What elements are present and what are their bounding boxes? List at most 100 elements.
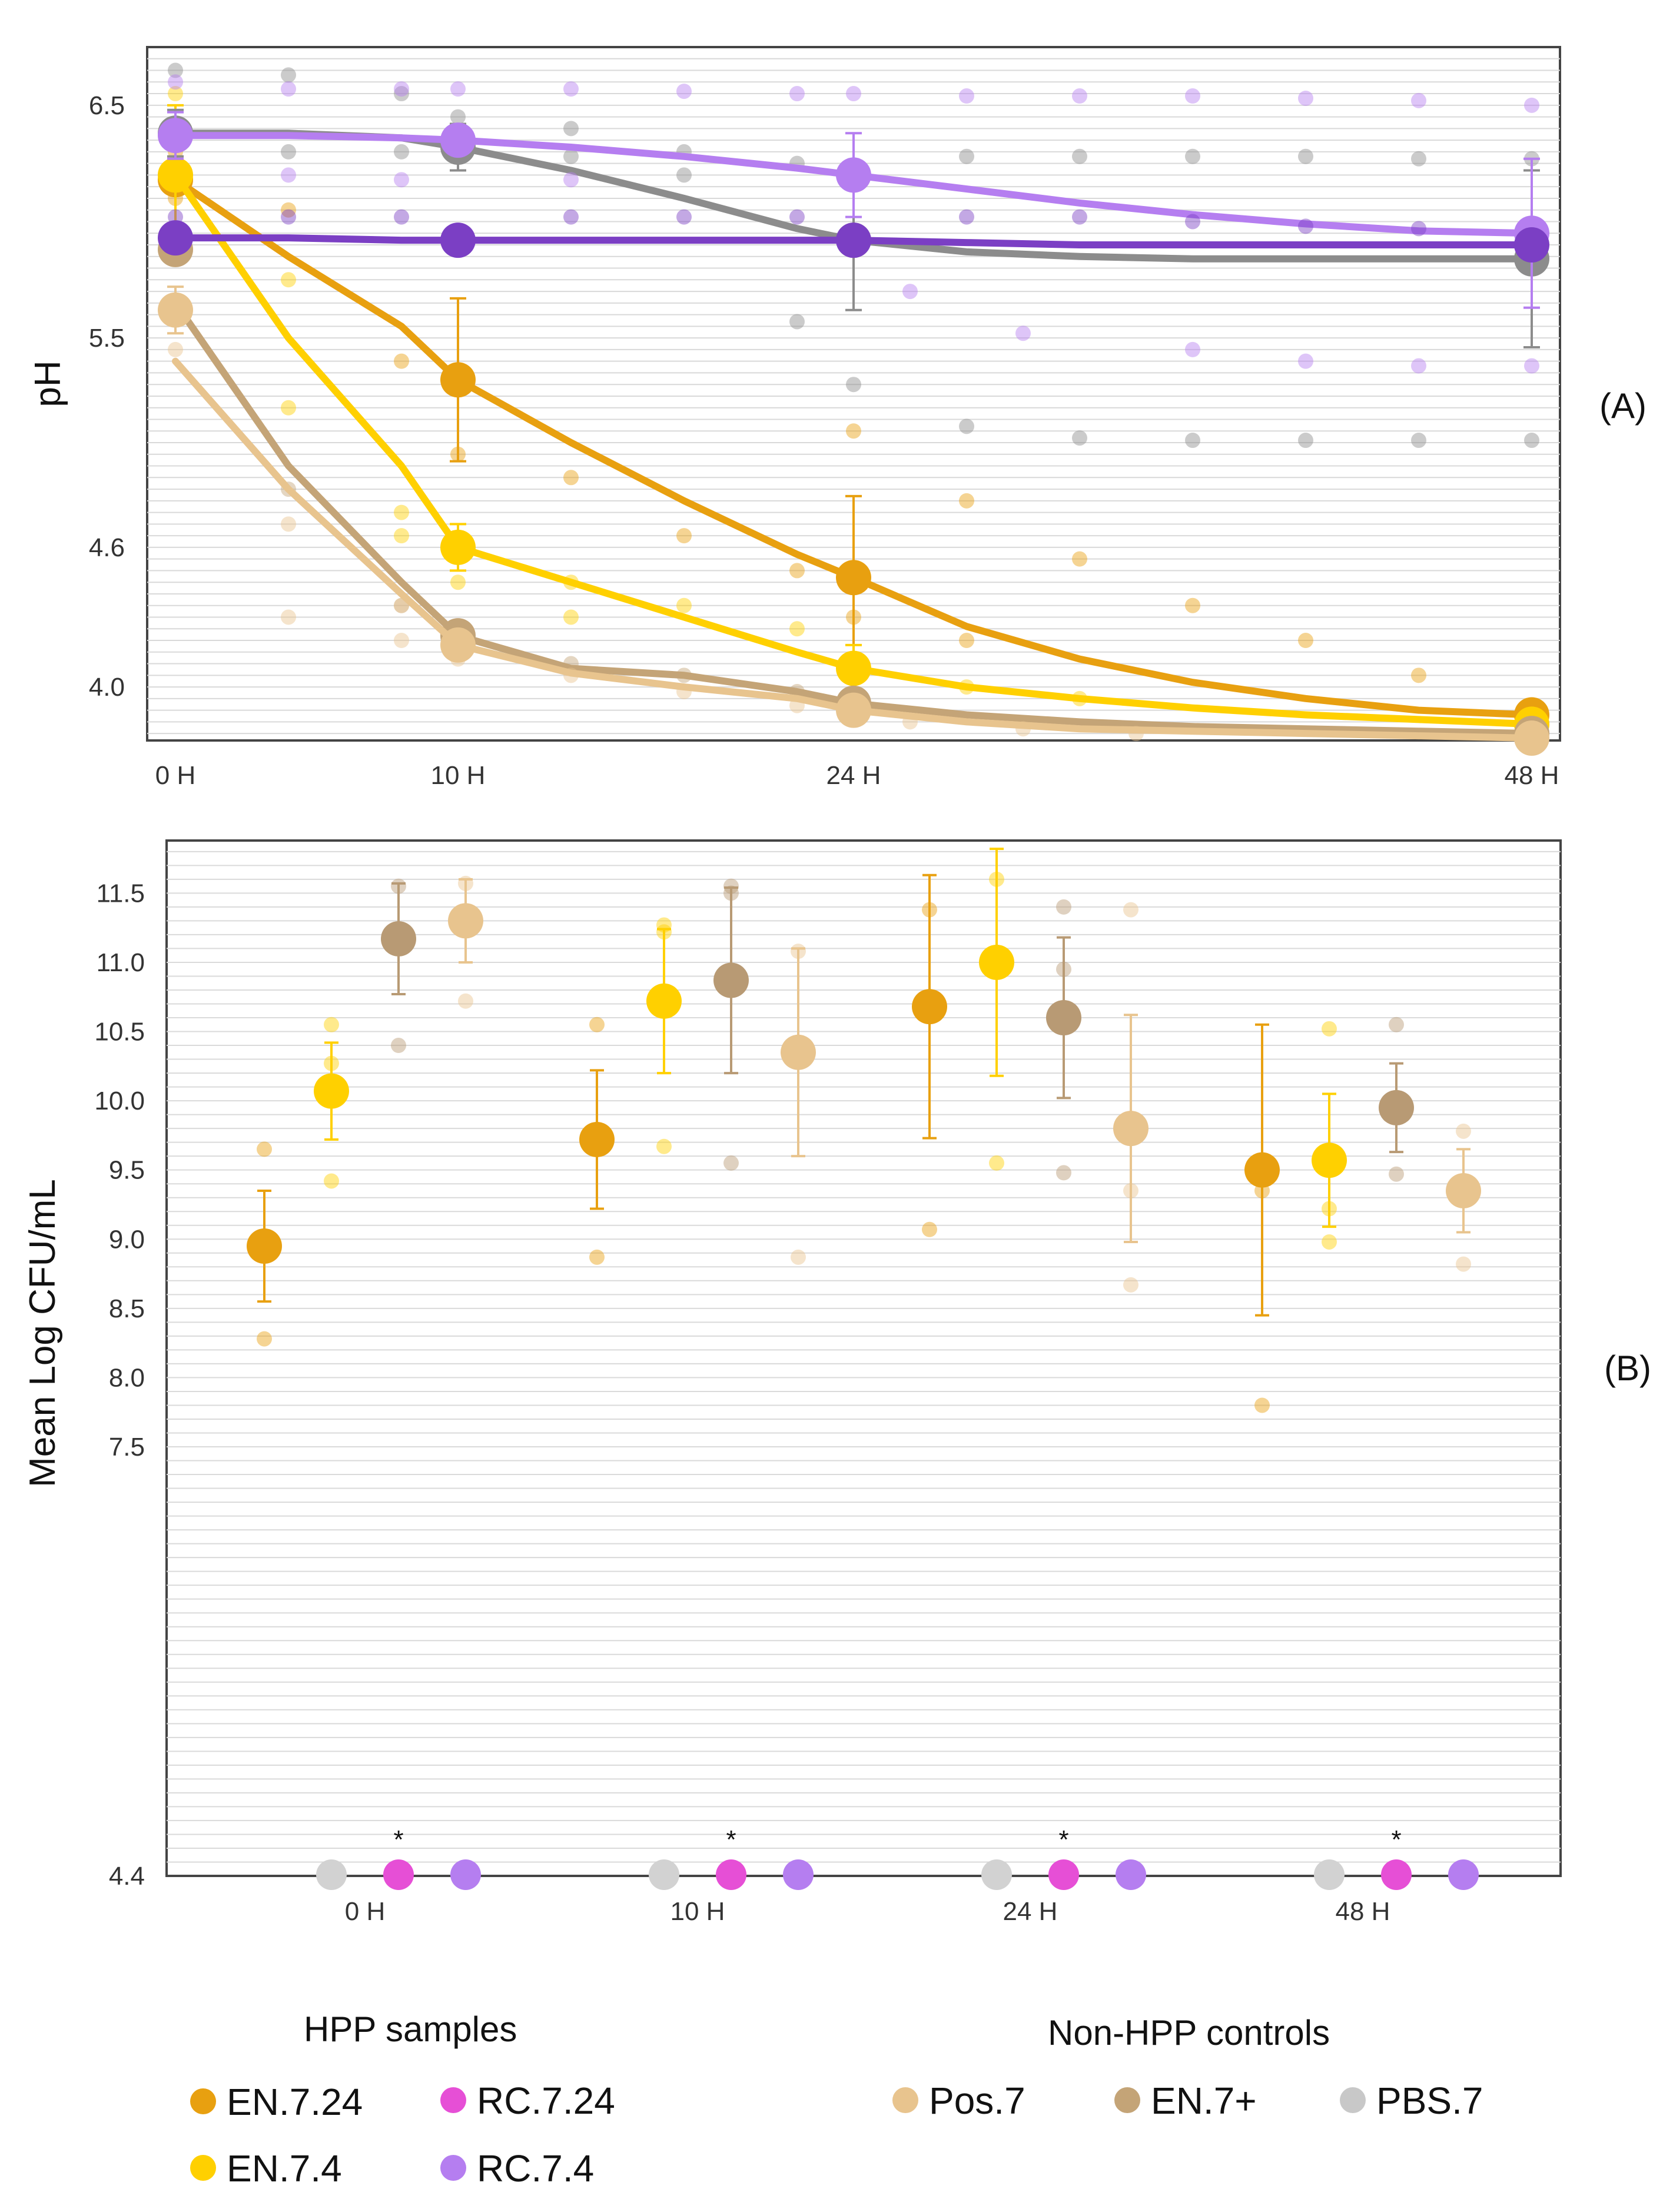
- panel-a-point: [450, 81, 466, 97]
- panel-a-point: [1015, 326, 1031, 341]
- panel-b-point: [989, 1155, 1004, 1171]
- panel-b-mean-marker: [448, 903, 483, 939]
- legend-item-pos-7: Pos.7: [892, 2080, 1025, 2122]
- panel-a-point: [281, 272, 296, 288]
- legend-label: EN.7+: [1151, 2080, 1257, 2122]
- panel-a-chart: 6.5 5.5 4.6 4.0 0 H 10 H 24 H 48 H pH (A): [28, 46, 1647, 790]
- panel-b-mean-marker: [1381, 1859, 1412, 1890]
- panel-b-y-tick-label: 11.0: [97, 948, 145, 977]
- series-rc-7-4: [450, 1859, 1479, 1890]
- panel-b-point: [656, 1138, 672, 1154]
- panel-a-point: [1185, 148, 1200, 164]
- panel-b-point: [1254, 1397, 1270, 1413]
- panel-a-mean-marker: [836, 157, 871, 193]
- panel-a-point: [281, 516, 296, 532]
- panel-a-point: [394, 633, 409, 649]
- legend-label: EN.7.24: [227, 2081, 363, 2123]
- panel-a-point: [394, 144, 409, 160]
- legend-swatch: [190, 2155, 216, 2181]
- panel-a-x-tick-label: 48 H: [1505, 761, 1559, 790]
- legend-item-en-7-4: EN.7.4: [190, 2147, 342, 2190]
- panel-a-mean-marker: [1514, 720, 1549, 756]
- panel-b-point: [1389, 1166, 1404, 1182]
- panel-a-point: [1072, 430, 1087, 446]
- panel-b-mean-marker: [649, 1859, 679, 1890]
- panel-a-point: [959, 209, 974, 225]
- legend: HPP samples Non-HPP controls EN.7.24 RC.7…: [190, 2010, 1483, 2190]
- panel-b-significance-star: *: [1391, 1825, 1401, 1854]
- panel-a-mean-marker: [440, 627, 476, 663]
- legend-item-pbs-7: PBS.7: [1340, 2080, 1483, 2122]
- panel-b-mean-marker: [1314, 1859, 1345, 1890]
- panel-a-line-pos-7: [172, 357, 1535, 742]
- panel-b-mean-marker: [316, 1859, 347, 1890]
- panel-a-y-tick-label: 4.0: [89, 673, 125, 702]
- panel-a-point: [281, 202, 296, 218]
- panel-b-mean-marker: [1448, 1859, 1479, 1890]
- panel-a-point: [1185, 214, 1200, 230]
- panel-a-point: [168, 341, 183, 357]
- panel-a-point: [563, 121, 579, 137]
- series-pbs-7: [316, 1859, 1345, 1890]
- legend-swatch: [440, 2087, 466, 2113]
- panel-a-point: [1072, 88, 1087, 104]
- series-en-7-4: [158, 86, 1549, 742]
- panel-b-point: [1322, 1021, 1337, 1037]
- panel-b-point: [1123, 902, 1138, 918]
- legend-swatch: [892, 2087, 918, 2113]
- panel-a-point: [168, 86, 183, 102]
- panel-b-label: (B): [1604, 1349, 1651, 1388]
- panel-a-point: [1072, 209, 1087, 225]
- panel-a-point: [1411, 221, 1426, 237]
- panel-a-point: [959, 419, 974, 434]
- panel-a-point: [1524, 97, 1539, 113]
- panel-b-point: [391, 1038, 406, 1054]
- panel-a-point: [1411, 92, 1426, 108]
- panel-a-point: [676, 528, 692, 544]
- panel-a-point: [450, 574, 466, 590]
- legend-swatch: [1114, 2087, 1140, 2113]
- panel-b-point: [922, 1221, 937, 1237]
- legend-label: RC.7.4: [477, 2147, 594, 2190]
- panel-a-x-tick-label: 10 H: [431, 761, 486, 790]
- panel-a-line-rc-7-4: [172, 132, 1535, 237]
- panel-a-point: [676, 84, 692, 99]
- panel-a-mean-marker: [836, 692, 871, 728]
- panel-b-mean-marker: [579, 1121, 615, 1157]
- panel-a-point: [789, 86, 805, 102]
- panel-a-point: [959, 148, 974, 164]
- legend-label: EN.7.4: [227, 2147, 342, 2190]
- panel-b-mean-marker: [1113, 1111, 1149, 1147]
- legend-item-rc-7-24: RC.7.24: [440, 2080, 615, 2122]
- panel-b-mean-marker: [713, 962, 749, 998]
- panel-a-label: (A): [1599, 386, 1647, 426]
- series-pos-7: [158, 285, 1549, 756]
- panel-a-point: [959, 633, 974, 649]
- panel-a-point: [563, 81, 579, 97]
- series-en-7-24: [247, 873, 1280, 1413]
- panel-a-point: [168, 74, 183, 90]
- panel-b-mean-marker: [716, 1859, 746, 1890]
- panel-a-x-tick-label: 0 H: [155, 761, 195, 790]
- panel-b-point: [1456, 1123, 1471, 1139]
- panel-a-point: [846, 423, 861, 439]
- legend-item-en-7-24: EN.7.24: [190, 2081, 363, 2123]
- panel-b-significance-star: *: [1058, 1825, 1068, 1854]
- panel-a-mean-marker: [158, 220, 193, 256]
- panel-b-y-tick-label: 10.0: [94, 1087, 145, 1115]
- panel-b-point: [324, 1173, 339, 1189]
- panel-a-line-rc-7-24: [172, 234, 1535, 248]
- panel-a-point: [676, 209, 692, 225]
- panel-a-y-tick-label: 4.6: [89, 533, 125, 562]
- panel-a-point: [563, 148, 579, 164]
- legend-label: Pos.7: [929, 2080, 1025, 2122]
- legend-item-rc-7-4: RC.7.4: [440, 2147, 594, 2190]
- panel-b-mean-marker: [1048, 1859, 1079, 1890]
- panel-b-mean-marker: [912, 989, 947, 1025]
- panel-a-point: [902, 284, 918, 300]
- panel-b-significance-star: *: [726, 1825, 736, 1854]
- panel-a-point: [676, 597, 692, 613]
- panel-a-line-en-7-24: [172, 176, 1535, 719]
- panel-a-y-axis-title: pH: [28, 360, 68, 407]
- legend-heading-hpp: HPP samples: [304, 2010, 517, 2049]
